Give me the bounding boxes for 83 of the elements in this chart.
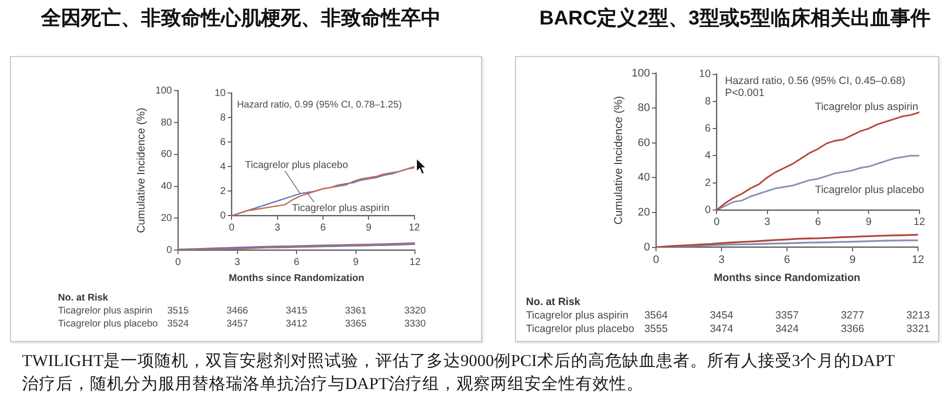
text: 3415 bbox=[286, 306, 308, 317]
chart-title: BARC定义2型、3型或5型临床相关出血事件 bbox=[539, 6, 931, 32]
y-tick-label: 6 bbox=[704, 122, 711, 134]
text: 3457 bbox=[226, 318, 248, 330]
x-tick-label: 12 bbox=[912, 254, 924, 266]
y-tick-label: 0 bbox=[166, 244, 172, 256]
x-tick-label: 6 bbox=[320, 222, 326, 234]
y-tick-label: 60 bbox=[160, 149, 172, 160]
x-tick-label: 9 bbox=[366, 222, 372, 234]
text: No. at Risk bbox=[58, 292, 109, 304]
y-tick-label: 2 bbox=[704, 176, 711, 189]
text: Ticagrelor plus placebo bbox=[58, 318, 158, 330]
text: 3357 bbox=[775, 309, 799, 322]
y-tick-label: 0 bbox=[644, 241, 650, 254]
text: 3555 bbox=[644, 322, 668, 335]
x-tick-label: 9 bbox=[352, 256, 359, 268]
y-tick-label: 80 bbox=[160, 117, 172, 128]
x-tick-label: 3 bbox=[274, 222, 281, 234]
y-axis-title: Cumulative Incidence (%) bbox=[136, 108, 148, 234]
y-tick-label: 20 bbox=[160, 212, 172, 224]
x-tick-label: 3 bbox=[234, 256, 240, 268]
text: 3321 bbox=[906, 322, 930, 335]
text: Ticagrelor plus aspirin bbox=[58, 306, 152, 317]
x-axis-title: Months since Randomization bbox=[714, 272, 860, 284]
y-tick-label: 40 bbox=[638, 172, 650, 184]
text: 3466 bbox=[226, 306, 248, 317]
x-tick-label: 12 bbox=[408, 222, 420, 234]
x-tick-label: 0 bbox=[652, 254, 660, 266]
text: Ticagrelor plus placebo bbox=[526, 322, 634, 335]
y-tick-label: 60 bbox=[638, 136, 650, 149]
y-axis-title: Cumulative Incidence (%) bbox=[612, 96, 625, 225]
y-tick-label: 40 bbox=[160, 181, 172, 192]
y-tick-label: 8 bbox=[220, 112, 226, 124]
series-label: Ticagrelor plus aspirin bbox=[292, 202, 390, 214]
text: 3320 bbox=[404, 306, 426, 317]
chart-title: 全因死亡、非致命性心肌梗死、非致命性卒中 bbox=[41, 6, 441, 32]
series-label: Ticagrelor plus placebo bbox=[245, 160, 348, 171]
y-tick-label: 8 bbox=[704, 95, 711, 108]
x-tick-label: 0 bbox=[175, 256, 182, 268]
annotation: Hazard ratio, 0.99 (95% CI, 0.78–1.25) bbox=[237, 100, 402, 111]
x-tick-label: 6 bbox=[815, 216, 822, 228]
x-tick-label: 12 bbox=[409, 256, 421, 268]
text: 3412 bbox=[286, 318, 308, 330]
y-tick-label: 0 bbox=[704, 204, 711, 216]
text: No. at Risk bbox=[526, 296, 580, 308]
y-tick-label: 10 bbox=[214, 88, 226, 99]
text: 3365 bbox=[344, 318, 367, 330]
text: 3474 bbox=[710, 322, 734, 335]
y-tick-label: 80 bbox=[638, 102, 650, 114]
text: 3424 bbox=[775, 322, 799, 335]
text: 3366 bbox=[840, 322, 864, 335]
x-tick-label: 12 bbox=[913, 216, 926, 228]
x-tick-label: 6 bbox=[784, 254, 790, 266]
x-tick-label: 0 bbox=[714, 216, 720, 228]
text: 3213 bbox=[906, 309, 930, 322]
y-tick-label: 10 bbox=[699, 68, 711, 80]
x-tick-label: 9 bbox=[866, 216, 872, 228]
text: 3454 bbox=[710, 309, 734, 322]
series-label: Ticagrelor plus aspirin bbox=[815, 100, 918, 113]
y-tick-label: 100 bbox=[155, 85, 172, 96]
y-tick-label: 2 bbox=[220, 186, 226, 197]
text: 3277 bbox=[840, 309, 864, 322]
x-tick-label: 0 bbox=[228, 222, 235, 234]
annotation: Hazard ratio, 0.56 (95% CI, 0.45–0.68) bbox=[725, 74, 906, 87]
text: 3524 bbox=[167, 318, 190, 330]
x-tick-label: 6 bbox=[294, 256, 300, 268]
text: 3564 bbox=[644, 309, 668, 322]
text: TWILIGHT是一项随机，双盲安慰剂对照试验，评估了多达9000例PCI术后的高危缺血患者。所有人接受3个月的DAPT治疗后，随机分为服用替格瑞洛单抗治疗与DAPT治疗组，观察两组安全性有效性。 bbox=[22, 350, 896, 394]
y-tick-label: 100 bbox=[632, 67, 650, 80]
y-tick-label: 4 bbox=[220, 161, 226, 172]
text: 3515 bbox=[167, 306, 189, 317]
y-tick-label: 4 bbox=[704, 150, 711, 162]
y-tick-label: 20 bbox=[638, 206, 650, 219]
x-tick-label: 3 bbox=[718, 254, 725, 266]
y-tick-label: 6 bbox=[220, 136, 226, 148]
text: 3361 bbox=[344, 306, 367, 317]
x-tick-label: 3 bbox=[764, 216, 770, 228]
annotation: P<0.001 bbox=[725, 86, 765, 99]
x-tick-label: 9 bbox=[849, 254, 856, 266]
x-axis-title: Months since Randomization bbox=[228, 272, 364, 284]
text: Ticagrelor plus aspirin bbox=[526, 309, 628, 322]
series-label: Ticagrelor plus placebo bbox=[815, 184, 924, 196]
text: 3330 bbox=[404, 318, 426, 330]
